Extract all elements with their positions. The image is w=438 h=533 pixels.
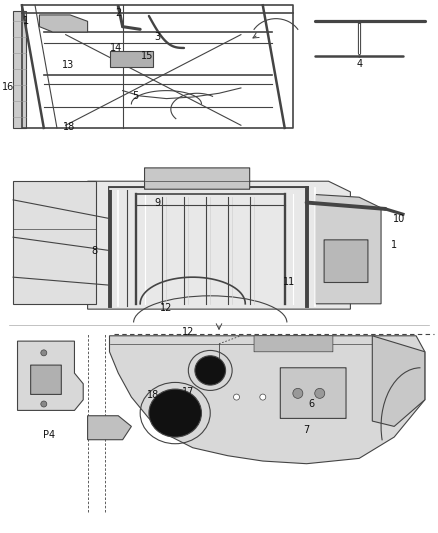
Text: 18: 18 (63, 122, 75, 132)
Ellipse shape (149, 389, 201, 437)
Polygon shape (88, 416, 131, 440)
Text: 10: 10 (392, 214, 405, 223)
Circle shape (233, 394, 240, 400)
Text: 8: 8 (91, 246, 97, 255)
FancyBboxPatch shape (280, 368, 346, 418)
Text: 5: 5 (133, 91, 139, 101)
Polygon shape (18, 341, 83, 410)
Text: P4: P4 (43, 431, 55, 440)
Text: 4: 4 (356, 59, 362, 69)
Polygon shape (110, 336, 425, 464)
Text: 6: 6 (308, 399, 314, 409)
Text: 3: 3 (155, 33, 161, 42)
Polygon shape (13, 1, 307, 133)
Ellipse shape (195, 356, 226, 385)
Polygon shape (13, 181, 96, 304)
Polygon shape (9, 171, 429, 322)
Circle shape (260, 394, 266, 400)
Circle shape (41, 350, 47, 356)
Circle shape (41, 401, 47, 407)
Text: 13: 13 (62, 60, 74, 70)
Circle shape (315, 389, 325, 398)
Text: 14: 14 (110, 43, 122, 53)
Text: 9: 9 (155, 198, 161, 207)
Polygon shape (372, 336, 425, 426)
Circle shape (293, 389, 303, 398)
FancyBboxPatch shape (31, 365, 61, 394)
Polygon shape (88, 181, 350, 309)
Polygon shape (4, 333, 434, 512)
Polygon shape (39, 15, 88, 32)
FancyBboxPatch shape (324, 240, 368, 282)
Text: 12: 12 (160, 303, 173, 313)
Text: 18: 18 (147, 391, 159, 400)
Polygon shape (315, 195, 381, 304)
FancyBboxPatch shape (254, 336, 333, 352)
Text: 15: 15 (141, 51, 153, 61)
Text: 2: 2 (115, 9, 121, 18)
FancyBboxPatch shape (145, 168, 250, 189)
Text: 17: 17 (182, 387, 194, 397)
Text: 1: 1 (23, 17, 29, 26)
Text: 11: 11 (283, 278, 295, 287)
Text: 7: 7 (304, 425, 310, 435)
Polygon shape (110, 51, 153, 67)
Text: 12: 12 (182, 327, 194, 336)
Text: 16: 16 (2, 83, 14, 92)
Polygon shape (13, 11, 26, 128)
Text: 1: 1 (391, 240, 397, 250)
